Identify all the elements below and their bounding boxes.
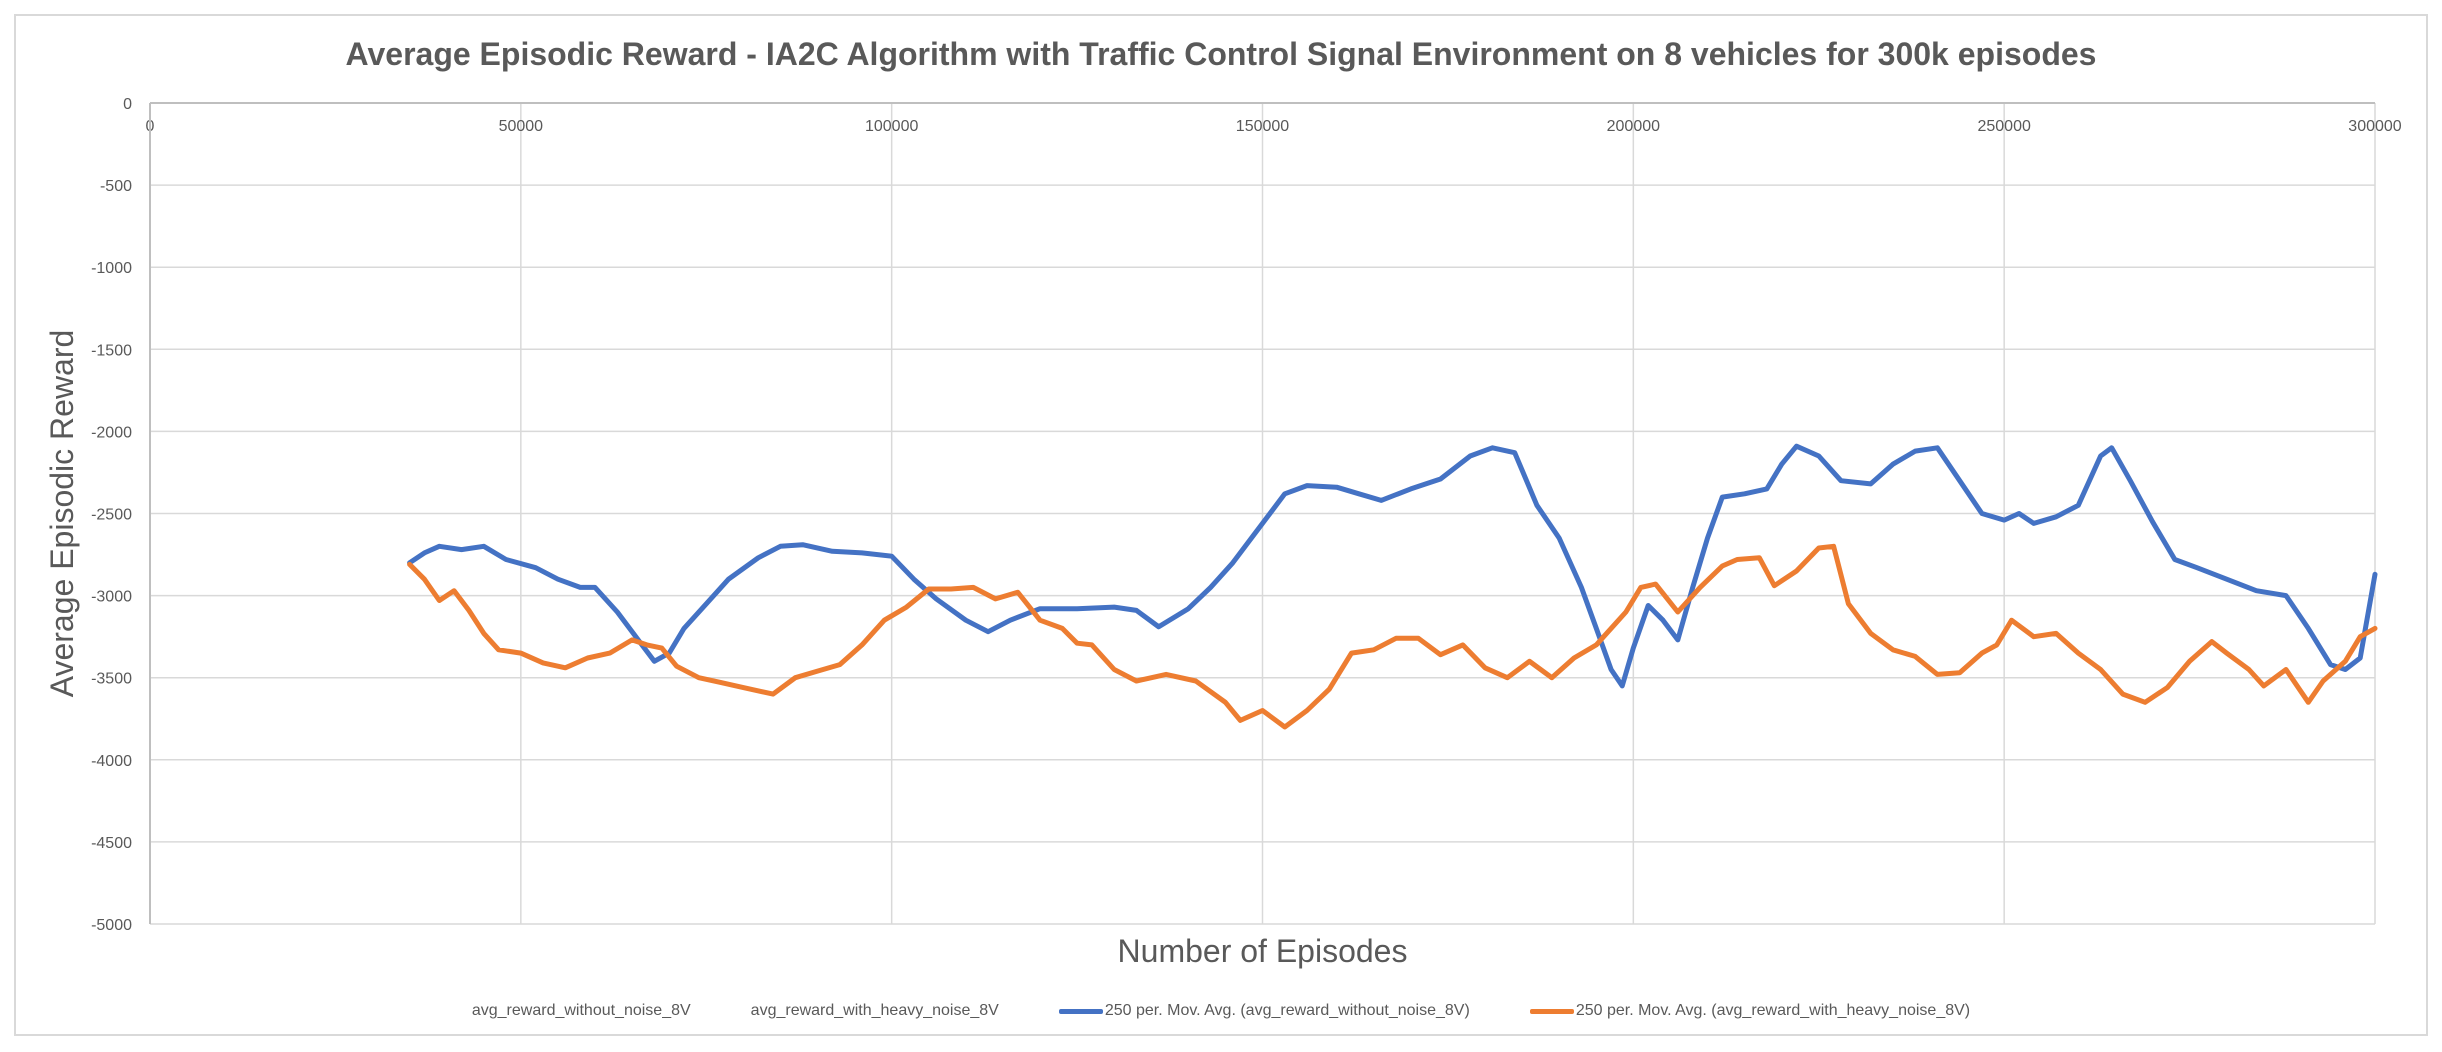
legend-item: 250 per. Mov. Avg. (avg_reward_without_n… [1058, 1002, 1470, 1020]
x-tick-label: 250000 [1977, 118, 2030, 135]
x-tick-label: 50000 [499, 118, 544, 135]
y-tick-label: -3500 [91, 671, 132, 688]
legend-item: 250 per. Mov. Avg. (avg_reward_with_heav… [1529, 1002, 1971, 1020]
y-tick-label: -1000 [91, 260, 132, 277]
y-tick-label: -4500 [91, 835, 132, 852]
x-tick-label: 300000 [2348, 118, 2401, 135]
y-tick-label: -5000 [91, 917, 132, 934]
y-tick-label: 0 [123, 96, 132, 113]
legend-label: 250 per. Mov. Avg. (avg_reward_with_heav… [1575, 1002, 1971, 1019]
x-tick-label: 150000 [1236, 118, 1289, 135]
y-tick-label: -500 [100, 178, 132, 195]
y-axis-title: Average Episodic Reward [44, 330, 80, 698]
y-tick-label: -2000 [91, 424, 132, 441]
chart-title: Average Episodic Reward - IA2C Algorithm… [345, 36, 2097, 72]
x-axis-title: Number of Episodes [1118, 933, 1408, 969]
series-line-2 [407, 443, 2378, 689]
y-tick-label: -1500 [91, 342, 132, 359]
legend-swatch [1529, 1008, 1574, 1014]
legend-label: avg_reward_with_heavy_noise_8V [750, 1002, 999, 1019]
chart-frame [14, 14, 2428, 1036]
y-tick-label: -2500 [91, 507, 132, 524]
y-tick-label: -3000 [91, 589, 132, 606]
x-tick-label: 100000 [865, 118, 918, 135]
chart-legend: avg_reward_without_noise_8V avg_reward_wi… [0, 1002, 2442, 1020]
legend-item: avg_reward_without_noise_8V [472, 1002, 691, 1020]
legend-swatch [1058, 1008, 1103, 1014]
series-line-3 [407, 543, 2378, 730]
y-tick-label: -4000 [91, 753, 132, 770]
x-tick-label: 200000 [1607, 118, 1660, 135]
legend-label: 250 per. Mov. Avg. (avg_reward_without_n… [1104, 1002, 1470, 1019]
legend-item: avg_reward_with_heavy_noise_8V [751, 1002, 999, 1020]
legend-label: avg_reward_without_noise_8V [471, 1002, 691, 1019]
